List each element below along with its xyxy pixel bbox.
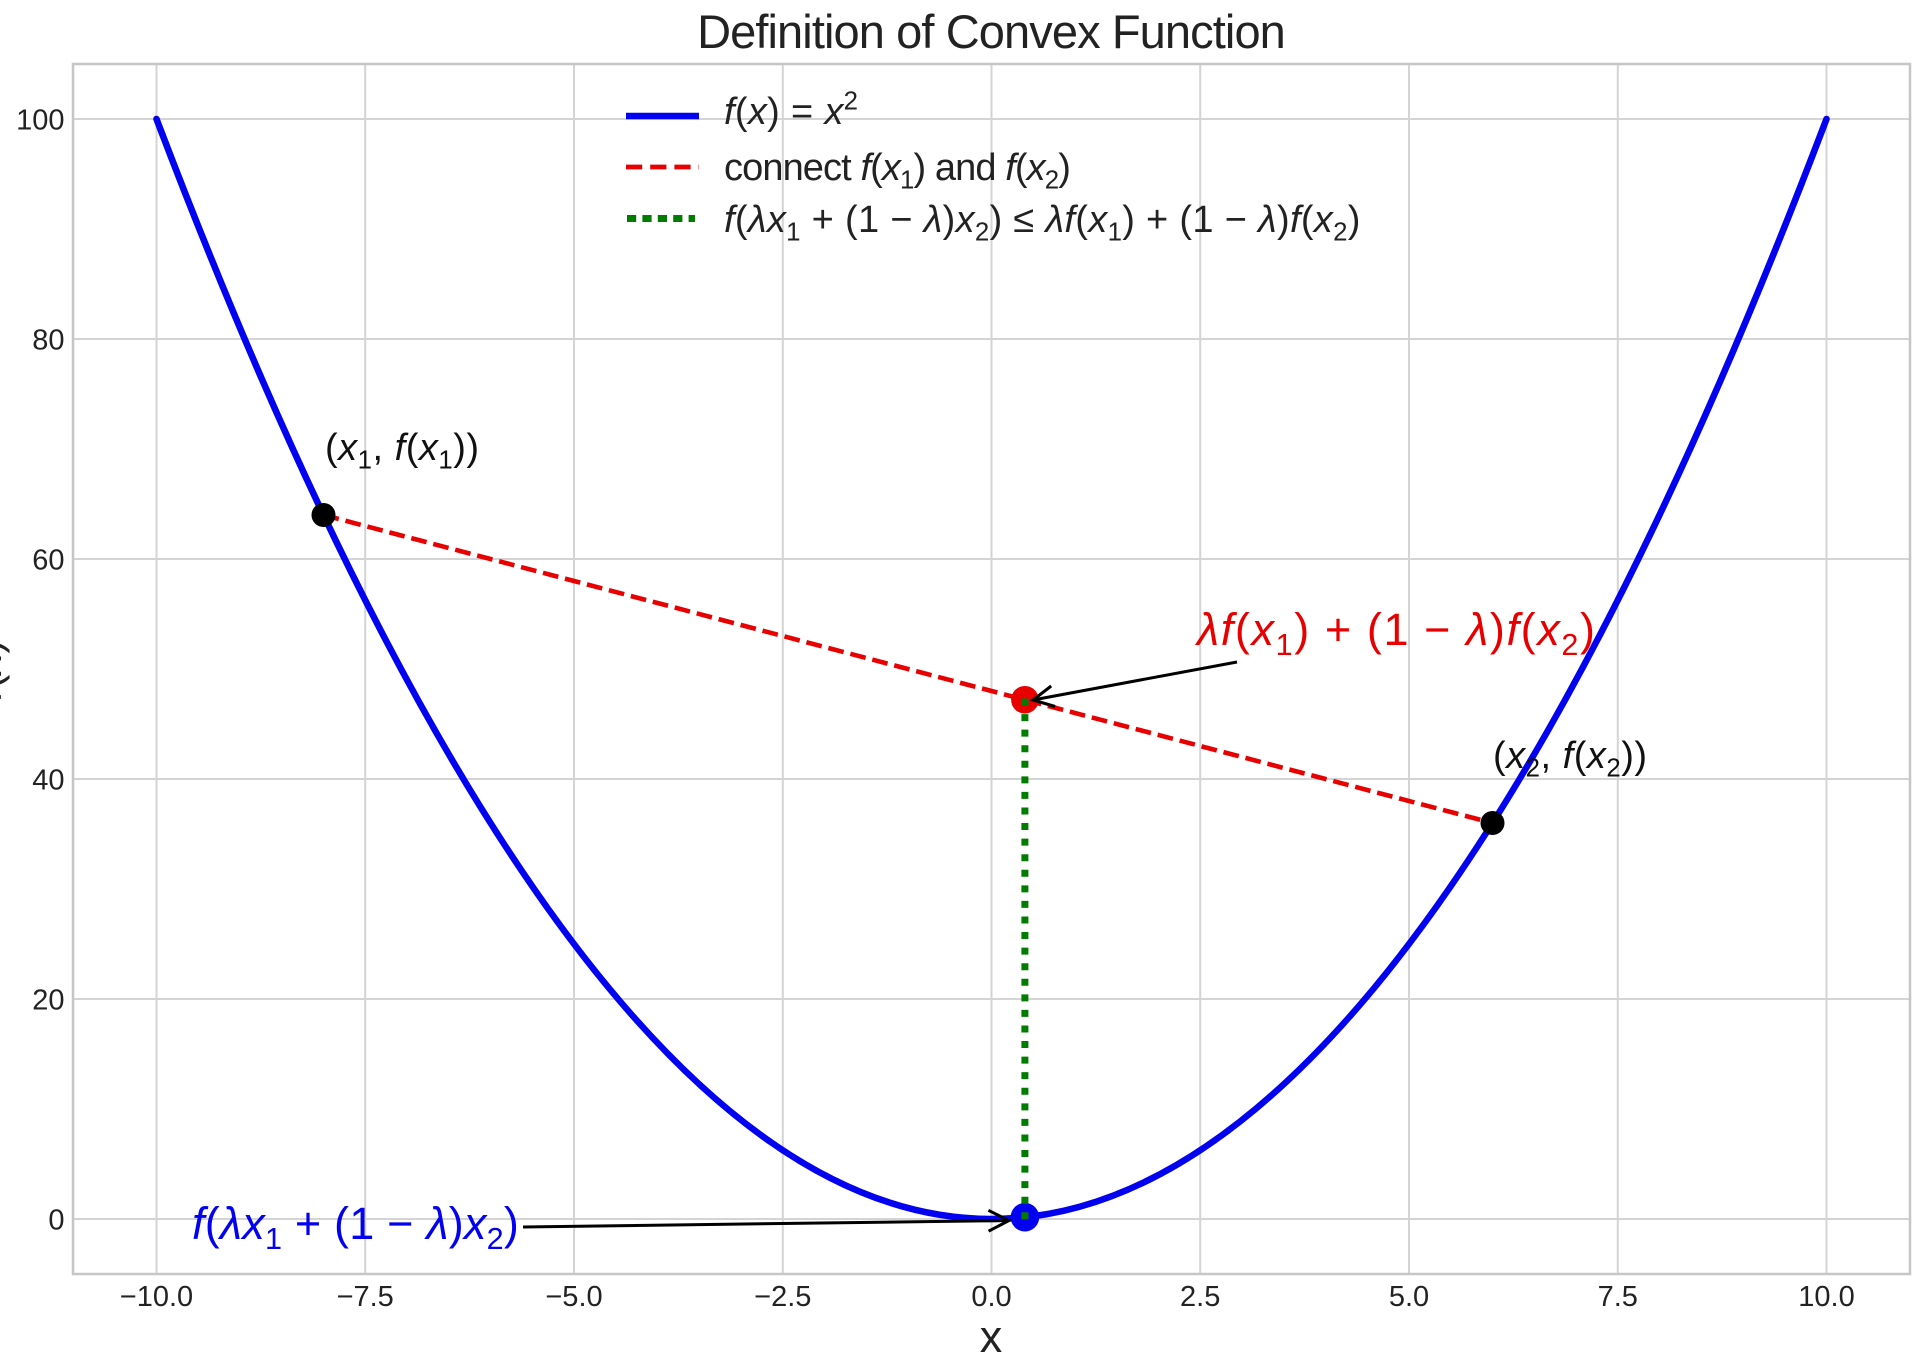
svg-text:−2.5: −2.5 — [754, 1281, 811, 1313]
svg-text:x: x — [980, 1311, 1003, 1362]
svg-text:connect f(x1) and f(x2): connect f(x1) and f(x2) — [724, 147, 1070, 194]
svg-text:f(λx1 + (1 − λ)x2) ≤ λf(x1) +: f(λx1 + (1 − λ)x2) ≤ λf(x1) + (1 − λ)f(x… — [724, 199, 1361, 246]
svg-text:−10.0: −10.0 — [120, 1281, 193, 1313]
svg-text:10.0: 10.0 — [1798, 1281, 1854, 1313]
svg-text:2.5: 2.5 — [1180, 1281, 1220, 1313]
svg-text:0: 0 — [48, 1204, 64, 1236]
svg-text:λf(x1) + (1 − λ)f(x2): λf(x1) + (1 − λ)f(x2) — [1194, 604, 1597, 662]
svg-text:100: 100 — [16, 104, 64, 136]
svg-text:(x2, f(x2)): (x2, f(x2)) — [1493, 735, 1648, 782]
svg-text:f(x): f(x) — [0, 640, 10, 701]
svg-text:20: 20 — [32, 984, 64, 1016]
svg-text:Definition of Convex Function: Definition of Convex Function — [697, 5, 1285, 58]
svg-text:5.0: 5.0 — [1389, 1281, 1429, 1313]
svg-text:f(λx1 + (1 − λ)x2): f(λx1 + (1 − λ)x2) — [192, 1198, 519, 1256]
svg-text:−5.0: −5.0 — [545, 1281, 602, 1313]
svg-text:0.0: 0.0 — [971, 1281, 1011, 1313]
svg-text:80: 80 — [32, 324, 64, 356]
svg-text:60: 60 — [32, 544, 64, 576]
svg-text:40: 40 — [32, 764, 64, 796]
svg-text:(x1, f(x1)): (x1, f(x1)) — [325, 427, 480, 474]
svg-text:7.5: 7.5 — [1598, 1281, 1638, 1313]
svg-text:f(x) = x2: f(x) = x2 — [724, 88, 858, 133]
svg-text:−7.5: −7.5 — [337, 1281, 394, 1313]
